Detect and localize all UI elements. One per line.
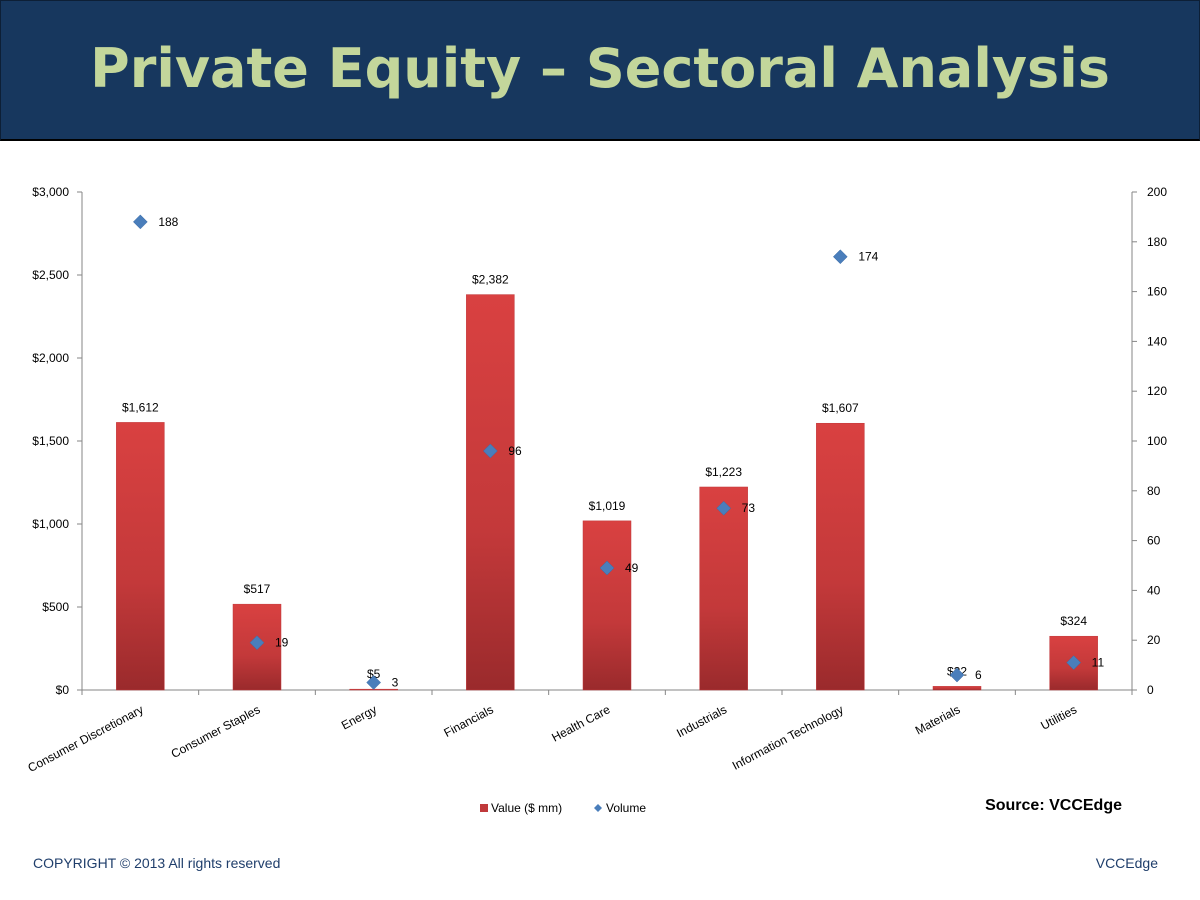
bar-data-label: $1,019 xyxy=(589,499,626,513)
right-tick-label: 200 xyxy=(1147,185,1167,199)
right-tick-label: 40 xyxy=(1147,583,1161,597)
category-label: Materials xyxy=(913,702,963,737)
category-label: Health Care xyxy=(549,702,612,745)
volume-data-label: 3 xyxy=(392,676,399,690)
bar-data-label: $324 xyxy=(1060,614,1087,628)
category-label: Utilities xyxy=(1038,702,1079,733)
volume-data-label: 49 xyxy=(625,561,639,575)
left-tick-label: $2,500 xyxy=(32,268,69,282)
category-label: Financials xyxy=(441,702,495,740)
volume-marker xyxy=(482,443,498,459)
volume-marker xyxy=(599,560,615,576)
volume-marker xyxy=(132,214,148,230)
left-tick-label: $2,000 xyxy=(32,351,69,365)
bar-value xyxy=(699,486,748,691)
bar-data-label: $1,612 xyxy=(122,400,159,414)
left-tick-label: $1,000 xyxy=(32,517,69,531)
left-tick-label: $1,500 xyxy=(32,434,69,448)
bar-data-label: $2,382 xyxy=(472,273,509,287)
right-tick-label: 60 xyxy=(1147,534,1161,548)
footer-brand: VCCEdge xyxy=(1095,855,1158,871)
volume-marker xyxy=(949,667,965,683)
category-label: Information Technology xyxy=(730,702,846,773)
volume-data-label: 73 xyxy=(742,501,756,515)
sector-chart: $0 $500 $1,000 $1,500 $2,000 $2,500 $3,000 0 20 4… xyxy=(26,185,1168,815)
source-note: Source: VCCEdge xyxy=(985,797,1122,814)
bar-value xyxy=(466,294,515,691)
volume-data-label: 19 xyxy=(275,636,289,650)
volume-data-label: 188 xyxy=(158,215,178,229)
left-tick-label: $0 xyxy=(56,683,70,697)
volume-marker xyxy=(366,675,382,690)
volume-marker xyxy=(716,500,732,516)
bar-value xyxy=(932,686,982,691)
bar-value xyxy=(116,422,165,691)
category-label: Consumer Discretionary xyxy=(26,702,146,775)
title-bar: Private Equity – Sectoral Analysis xyxy=(0,0,1200,141)
volume-data-label: 96 xyxy=(508,444,522,458)
legend-swatch-value xyxy=(480,804,488,812)
bar-value xyxy=(1049,635,1098,691)
category-label: Energy xyxy=(339,702,379,732)
right-tick-label: 80 xyxy=(1147,484,1161,498)
volume-marker xyxy=(249,635,265,651)
legend-label-volume: Volume xyxy=(606,801,646,815)
volume-data-label: 174 xyxy=(858,250,878,264)
volume-marker xyxy=(1066,655,1082,670)
volume-marker xyxy=(832,249,848,265)
legend-label-value: Value ($ mm) xyxy=(491,801,562,815)
bar-data-label: $517 xyxy=(244,582,271,596)
bar-data-label: $1,223 xyxy=(705,465,742,479)
volume-data-label: 6 xyxy=(975,668,982,682)
right-tick-label: 180 xyxy=(1147,235,1167,249)
category-label: Consumer Staples xyxy=(169,702,263,761)
left-tick-label: $500 xyxy=(42,600,69,614)
right-tick-label: 20 xyxy=(1147,633,1161,647)
legend-swatch-volume xyxy=(594,804,602,812)
bar-value xyxy=(582,520,632,691)
right-tick-label: 140 xyxy=(1147,334,1167,348)
page-title: Private Equity – Sectoral Analysis xyxy=(90,37,1110,100)
right-tick-label: 160 xyxy=(1147,285,1167,299)
bar-data-label: $1,607 xyxy=(822,401,859,415)
bar-data-label: $5 xyxy=(367,667,381,681)
right-tick-label: 0 xyxy=(1147,683,1154,697)
bar-value xyxy=(816,422,865,691)
right-tick-label: 100 xyxy=(1147,434,1167,448)
right-tick-label: 120 xyxy=(1147,384,1167,398)
left-tick-label: $3,000 xyxy=(32,185,69,199)
volume-data-label: 11 xyxy=(1092,656,1105,670)
copyright-text: COPYRIGHT © 2013 All rights reserved xyxy=(33,855,281,871)
category-label: Industrials xyxy=(674,702,729,740)
